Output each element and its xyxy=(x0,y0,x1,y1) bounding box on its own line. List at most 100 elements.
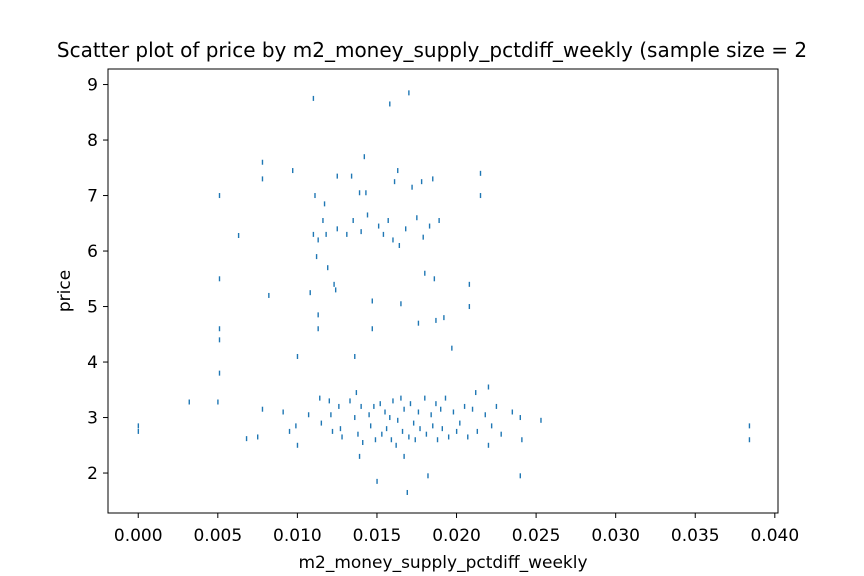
scatter-point xyxy=(403,453,405,459)
scatter-point xyxy=(400,395,402,401)
scatter-point xyxy=(471,406,474,412)
y-tick-label: 3 xyxy=(87,409,98,429)
scatter-point xyxy=(397,168,399,174)
scatter-point xyxy=(417,409,420,415)
scatter-point xyxy=(424,395,426,401)
scatter-point xyxy=(389,101,391,107)
scatter-point xyxy=(459,420,461,426)
scatter-point xyxy=(408,434,410,440)
scatter-point xyxy=(363,154,366,160)
scatter-point xyxy=(395,442,397,448)
scatter-point xyxy=(218,370,221,376)
scatter-point xyxy=(748,437,751,443)
y-tick-label: 9 xyxy=(87,76,98,96)
scatter-point xyxy=(288,428,291,434)
scatter-point xyxy=(495,403,498,409)
scatter-point xyxy=(350,173,353,179)
scatter-point xyxy=(373,403,375,409)
scatter-point xyxy=(334,287,337,293)
scatter-point xyxy=(320,420,323,426)
scatter-point xyxy=(257,434,259,440)
scatter-point xyxy=(377,223,380,229)
scatter-point xyxy=(389,415,391,421)
scatter-point xyxy=(479,170,482,176)
scatter-point xyxy=(360,229,362,235)
scatter-point xyxy=(490,423,493,429)
scatter-point xyxy=(392,398,394,404)
scatter-point xyxy=(328,398,331,404)
scatter-point xyxy=(424,270,426,276)
scatter-point xyxy=(325,231,327,237)
scatter-point xyxy=(319,395,321,401)
scatter-point xyxy=(307,412,310,418)
scatter-point xyxy=(268,292,270,298)
scatter-point xyxy=(468,304,471,310)
x-tick-label: 0.040 xyxy=(750,526,799,546)
scatter-point xyxy=(416,215,418,221)
scatter-point xyxy=(217,399,219,405)
scatter-point xyxy=(245,436,248,442)
scatter-point xyxy=(511,409,514,415)
scatter-point xyxy=(282,409,284,415)
scatter-point xyxy=(331,428,334,434)
x-axis: 0.000 0.005 0.010 0.015 0.020 0.025 0.030 0.035… xyxy=(114,513,799,546)
scatter-point xyxy=(414,437,416,443)
y-tick-label: 8 xyxy=(87,131,98,151)
scatter-point xyxy=(451,345,453,351)
scatter-point xyxy=(371,298,373,304)
scatter-point xyxy=(487,442,490,448)
scatter-point xyxy=(315,254,318,260)
scatter-point xyxy=(435,317,437,323)
scatter-point xyxy=(336,173,338,179)
y-axis-label: price xyxy=(55,270,75,312)
scatter-point xyxy=(354,415,356,421)
scatter-point xyxy=(317,237,319,243)
scatter-point xyxy=(354,353,356,359)
scatter-point xyxy=(317,312,319,318)
scatter-point xyxy=(296,442,299,448)
scatter-point xyxy=(339,426,342,432)
x-tick-label: 0.030 xyxy=(591,526,640,546)
y-tick-label: 5 xyxy=(87,298,98,318)
scatter-point xyxy=(398,242,401,248)
scatter-point xyxy=(261,176,264,182)
y-axis: 2 3 4 5 6 7 8 9 xyxy=(87,76,108,484)
scatter-point xyxy=(428,223,431,229)
scatter-point xyxy=(362,440,364,446)
scatter-point xyxy=(455,428,458,434)
scatter-point xyxy=(748,423,751,429)
scatter-point xyxy=(355,390,358,396)
scatter-point xyxy=(384,409,386,415)
scatter-point xyxy=(427,473,429,479)
scatter-point xyxy=(422,234,424,240)
scatter-point xyxy=(341,434,343,440)
scatter-point xyxy=(333,281,335,287)
y-tick-label: 2 xyxy=(87,464,98,484)
scatter-point xyxy=(312,95,315,101)
scatter-point xyxy=(382,231,385,237)
scatter-point xyxy=(425,431,428,437)
scatter-point xyxy=(218,326,221,332)
chart-title: Scatter plot of price by m2_money_supply… xyxy=(57,38,807,62)
scatter-point xyxy=(309,290,311,296)
scatter-point xyxy=(447,434,450,440)
scatter-point xyxy=(338,403,340,409)
scatter-point xyxy=(358,190,361,196)
scatter-point xyxy=(468,281,471,287)
scatter-point xyxy=(433,276,436,282)
plot-frame xyxy=(107,68,779,514)
scatter-point xyxy=(519,415,521,421)
scatter-point xyxy=(371,326,373,332)
scatter-point xyxy=(295,423,297,429)
scatter-point xyxy=(346,231,348,237)
scatter-point xyxy=(440,406,442,412)
scatter-point xyxy=(432,423,434,429)
scatter-point xyxy=(406,489,408,495)
scatter-point xyxy=(381,431,383,437)
scatter-point xyxy=(376,478,378,484)
scatter-point xyxy=(261,159,264,165)
scatter-point xyxy=(400,301,402,307)
scatter-point xyxy=(352,218,354,224)
scatter-point xyxy=(322,218,324,224)
